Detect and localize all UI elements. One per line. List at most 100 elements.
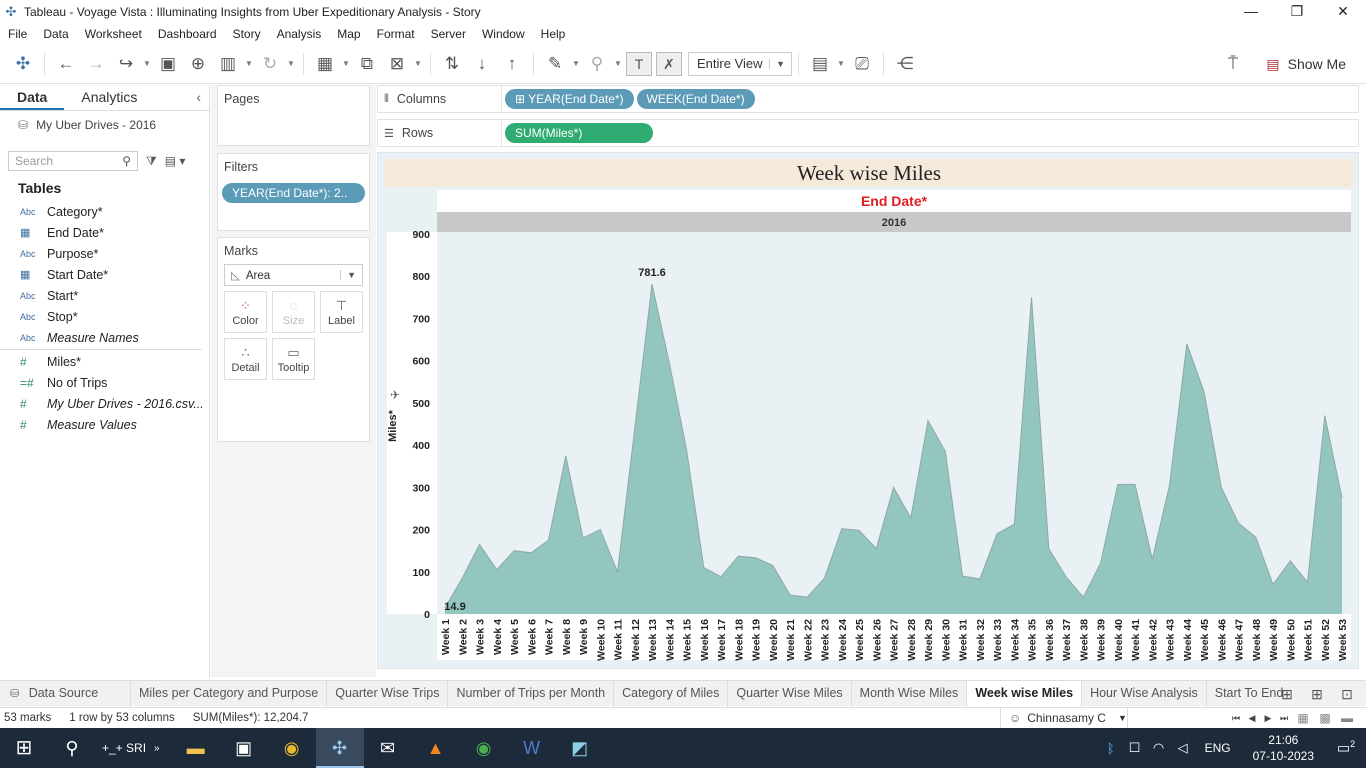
notepad-icon[interactable]: ◩: [571, 738, 589, 758]
tab-sheet-category-of-miles[interactable]: Category of Miles: [614, 680, 729, 707]
vlc-icon[interactable]: ▲: [426, 738, 445, 758]
show-filmstrip-icon[interactable]: ▦: [1297, 711, 1309, 725]
chrome-icon[interactable]: ◉: [283, 738, 300, 758]
refresh-dropdown-icon[interactable]: ▼: [287, 58, 295, 68]
data-point[interactable]: [1202, 390, 1206, 394]
search-input[interactable]: Search ⚲: [8, 151, 138, 171]
data-point[interactable]: [805, 595, 809, 599]
tooltip-pin-icon[interactable]: ⍑: [1227, 54, 1239, 73]
redo-icon[interactable]: →: [87, 53, 105, 73]
sort-descending-icon[interactable]: ↑: [507, 53, 517, 73]
data-point[interactable]: [1254, 535, 1258, 539]
data-point[interactable]: [650, 282, 654, 286]
tab-sheet-miles-per-category[interactable]: Miles per Category and Purpose: [131, 680, 328, 707]
field-purpose[interactable]: Abc Purpose*: [20, 246, 99, 261]
data-point[interactable]: [961, 574, 965, 578]
datasource-item[interactable]: ⛁ My Uber Drives - 2016: [0, 111, 209, 139]
tab-sheet-start-to-end[interactable]: Start To End: [1214, 685, 1284, 700]
pages-card[interactable]: Pages: [217, 85, 370, 146]
swap-rows-columns-icon[interactable]: ⇅: [444, 53, 460, 73]
data-point[interactable]: [1306, 580, 1310, 584]
tab-data-source[interactable]: ⛁ Data Source: [0, 680, 131, 707]
file-explorer-icon[interactable]: ▬: [186, 738, 205, 758]
data-point[interactable]: [1323, 414, 1327, 418]
data-point[interactable]: [633, 426, 637, 430]
field-category[interactable]: Abc Category*: [20, 204, 103, 219]
new-dashboard-icon[interactable]: ⊞: [1311, 685, 1323, 702]
chrome-profile-icon[interactable]: ◉: [475, 738, 492, 758]
data-point[interactable]: [529, 551, 533, 555]
save-icon[interactable]: ▣: [159, 53, 177, 73]
detail-button[interactable]: ∴ Detail: [224, 338, 267, 380]
new-worksheet-dropdown-icon[interactable]: ▼: [342, 58, 350, 68]
highlight-dropdown-icon[interactable]: ▼: [572, 58, 580, 68]
data-point[interactable]: [616, 570, 620, 574]
data-point[interactable]: [495, 568, 499, 572]
menu-window[interactable]: Window: [481, 27, 525, 41]
first-sheet-icon[interactable]: ⏮: [1231, 712, 1241, 723]
data-point[interactable]: [1185, 342, 1189, 346]
clear-dropdown-icon[interactable]: ▼: [414, 58, 422, 68]
data-point[interactable]: [771, 563, 775, 567]
size-button[interactable]: ◌ Size: [272, 291, 315, 333]
group-dropdown-icon[interactable]: ▼: [614, 58, 622, 68]
pin-icon[interactable]: ✈: [390, 388, 400, 402]
field-start[interactable]: Abc Start*: [20, 288, 79, 303]
menu-worksheet[interactable]: Worksheet: [84, 27, 142, 41]
data-point[interactable]: [1030, 295, 1034, 299]
field-measure-names[interactable]: Abc Measure Names: [20, 330, 139, 345]
tooltip-button[interactable]: ▭ Tooltip: [272, 338, 315, 380]
menu-format[interactable]: Format: [376, 27, 415, 41]
presentation-mode-icon[interactable]: ⎚: [855, 53, 869, 73]
menu-data[interactable]: Data: [43, 27, 69, 41]
tab-sheet-week-wise-miles[interactable]: Week wise Miles: [967, 680, 1083, 707]
data-point[interactable]: [874, 547, 878, 551]
minimize-button[interactable]: —: [1244, 3, 1258, 19]
data-point[interactable]: [667, 361, 671, 365]
highlight-icon[interactable]: ✎: [547, 53, 563, 73]
sort-ascending-icon[interactable]: ↓: [477, 53, 487, 73]
data-point[interactable]: [995, 532, 999, 536]
tab-analytics[interactable]: Analytics: [81, 89, 138, 105]
show-mark-labels-icon[interactable]: T: [626, 51, 652, 76]
field-stop[interactable]: Abc Stop*: [20, 309, 78, 324]
restore-button[interactable]: ❐: [1290, 3, 1304, 19]
data-point[interactable]: [1116, 482, 1120, 486]
data-point[interactable]: [1271, 582, 1275, 586]
pause-updates-icon[interactable]: ▥: [219, 53, 237, 73]
search-icon[interactable]: ⚲: [65, 738, 79, 758]
windows-start-icon[interactable]: ⊞: [15, 737, 33, 759]
tab-sheet-quarter-wise-miles[interactable]: Quarter Wise Miles: [728, 680, 852, 707]
undo-icon[interactable]: ←: [57, 53, 75, 73]
clock[interactable]: 21:06 07-10-2023: [1241, 732, 1326, 764]
data-point[interactable]: [736, 554, 740, 558]
next-sheet-icon[interactable]: ▶: [1264, 712, 1272, 723]
data-point[interactable]: [512, 549, 516, 553]
menu-file[interactable]: File: [8, 27, 28, 41]
cards-dropdown-icon[interactable]: ▼: [837, 58, 845, 68]
data-point[interactable]: [857, 528, 861, 532]
tab-sheet-trips-per-month[interactable]: Number of Trips per Month: [448, 680, 615, 707]
tab-sheet-hour-wise-analysis[interactable]: Hour Wise Analysis: [1082, 680, 1207, 707]
data-point[interactable]: [598, 528, 602, 532]
group-members-icon[interactable]: ⚲: [590, 53, 604, 73]
rows-shelf[interactable]: ☰ Rows SUM(Miles*): [377, 119, 1359, 147]
data-point[interactable]: [1219, 485, 1223, 489]
tableau-taskbar-icon[interactable]: ✣: [315, 728, 364, 768]
data-point[interactable]: [1288, 559, 1292, 563]
new-worksheet-icon[interactable]: ⊞: [1281, 685, 1293, 702]
word-icon[interactable]: W: [523, 738, 541, 758]
column-pill-year[interactable]: ⊞ YEAR(End Date*): [505, 89, 634, 109]
view-options-icon[interactable]: ▤ ▾: [164, 154, 186, 168]
show-tabs-icon[interactable]: ▬: [1341, 711, 1353, 725]
data-point[interactable]: [892, 485, 896, 489]
label-button[interactable]: ⊤ Label: [320, 291, 363, 333]
menu-map[interactable]: Map: [337, 27, 361, 41]
data-point[interactable]: [909, 516, 913, 520]
columns-shelf[interactable]: ⦀ Columns ⊞ YEAR(End Date*) WEEK(End Dat…: [377, 85, 1359, 113]
new-worksheet-icon[interactable]: ▦: [316, 53, 334, 73]
fix-axes-icon[interactable]: ✗: [656, 51, 682, 76]
data-point[interactable]: [460, 576, 464, 580]
data-point[interactable]: [978, 577, 982, 581]
data-point[interactable]: [1081, 595, 1085, 599]
